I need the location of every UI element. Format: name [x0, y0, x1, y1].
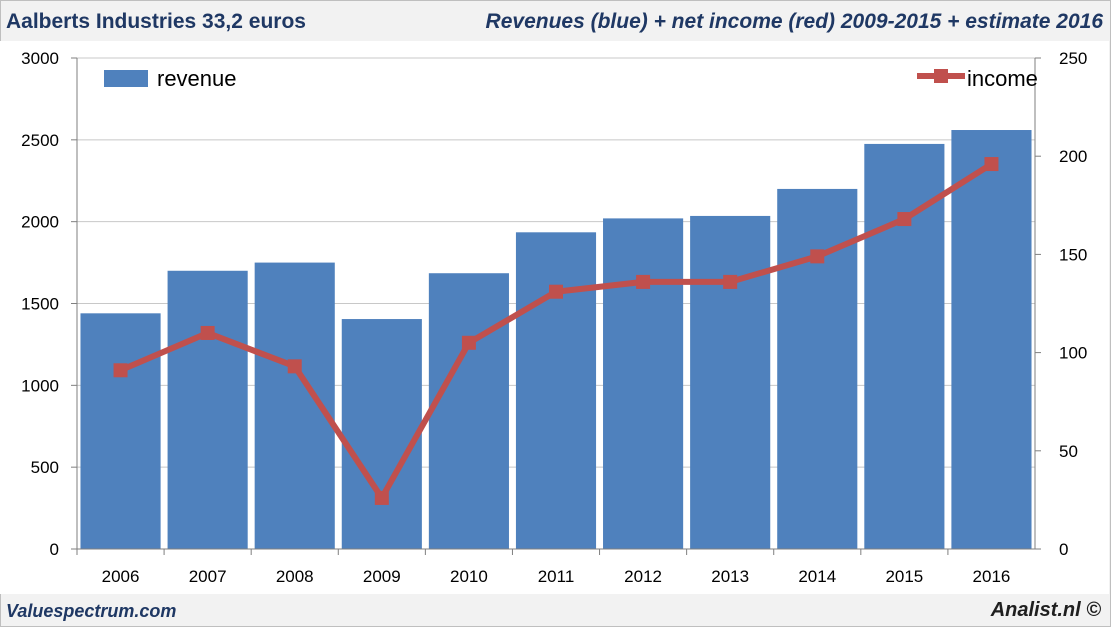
bar-revenue-2011 [515, 232, 597, 549]
y-right-tick-label: 250 [1059, 49, 1087, 68]
x-tick-label: 2008 [276, 567, 314, 586]
chart-title-left: Aalberts Industries 33,2 euros [6, 10, 306, 33]
footer-source-left: Valuespectrum.com [6, 601, 177, 621]
bar-revenue-2013 [690, 215, 771, 549]
x-tick-label: 2006 [102, 567, 140, 586]
y-left-tick-label: 2500 [21, 131, 59, 150]
x-tick-label: 2012 [624, 567, 662, 586]
footer-source-right: Analist.nl © [990, 599, 1101, 621]
point-income-2011 [549, 284, 563, 299]
x-tick-label: 2009 [363, 567, 401, 586]
point-income-2015 [897, 212, 912, 227]
point-income-2006 [113, 363, 128, 378]
x-tick-label: 2015 [885, 567, 923, 586]
legend-income-label: income [967, 66, 1038, 91]
bar-revenue-2014 [777, 188, 858, 549]
x-tick-label: 2011 [538, 567, 575, 586]
bar-revenue-2010 [428, 273, 509, 549]
bar-revenue-2006 [80, 313, 161, 549]
y-left-tick-label: 1500 [21, 295, 59, 314]
y-right-tick-label: 150 [1059, 245, 1087, 264]
x-tick-label: 2013 [711, 567, 749, 586]
x-tick-label: 2010 [450, 567, 488, 586]
point-income-2010 [461, 335, 476, 350]
x-tick-label: 2014 [798, 567, 836, 586]
bar-revenue-2012 [603, 218, 684, 550]
point-income-2007 [200, 325, 215, 340]
y-right-tick-label: 100 [1059, 344, 1087, 363]
y-left-tick-label: 500 [31, 458, 59, 477]
legend-revenue-label: revenue [157, 66, 237, 91]
y-left-tick-label: 0 [50, 540, 59, 559]
point-income-2012 [636, 274, 651, 289]
y-left-tick-label: 2000 [21, 213, 59, 232]
point-income-2008 [287, 359, 302, 374]
x-tick-label: 2007 [189, 567, 227, 586]
bar-revenue-2009 [341, 319, 422, 549]
point-income-2009 [374, 490, 389, 505]
x-tick-label: 2016 [973, 567, 1011, 586]
point-income-2016 [984, 157, 999, 172]
point-income-2014 [810, 249, 825, 264]
y-left-tick-label: 1000 [21, 376, 59, 395]
point-income-2013 [723, 274, 738, 289]
y-left-tick-label: 3000 [21, 49, 59, 68]
y-right-tick-label: 50 [1059, 442, 1078, 461]
y-right-tick-label: 200 [1059, 147, 1087, 166]
legend-income-marker [934, 69, 948, 83]
y-right-tick-label: 0 [1059, 540, 1068, 559]
bar-revenue-2015 [864, 143, 945, 550]
legend-revenue-swatch [104, 70, 148, 87]
bar-revenue-2007 [167, 270, 248, 549]
chart-title-right: Revenues (blue) + net income (red) 2009-… [485, 10, 1103, 33]
bar-revenue-2016 [951, 130, 1032, 549]
